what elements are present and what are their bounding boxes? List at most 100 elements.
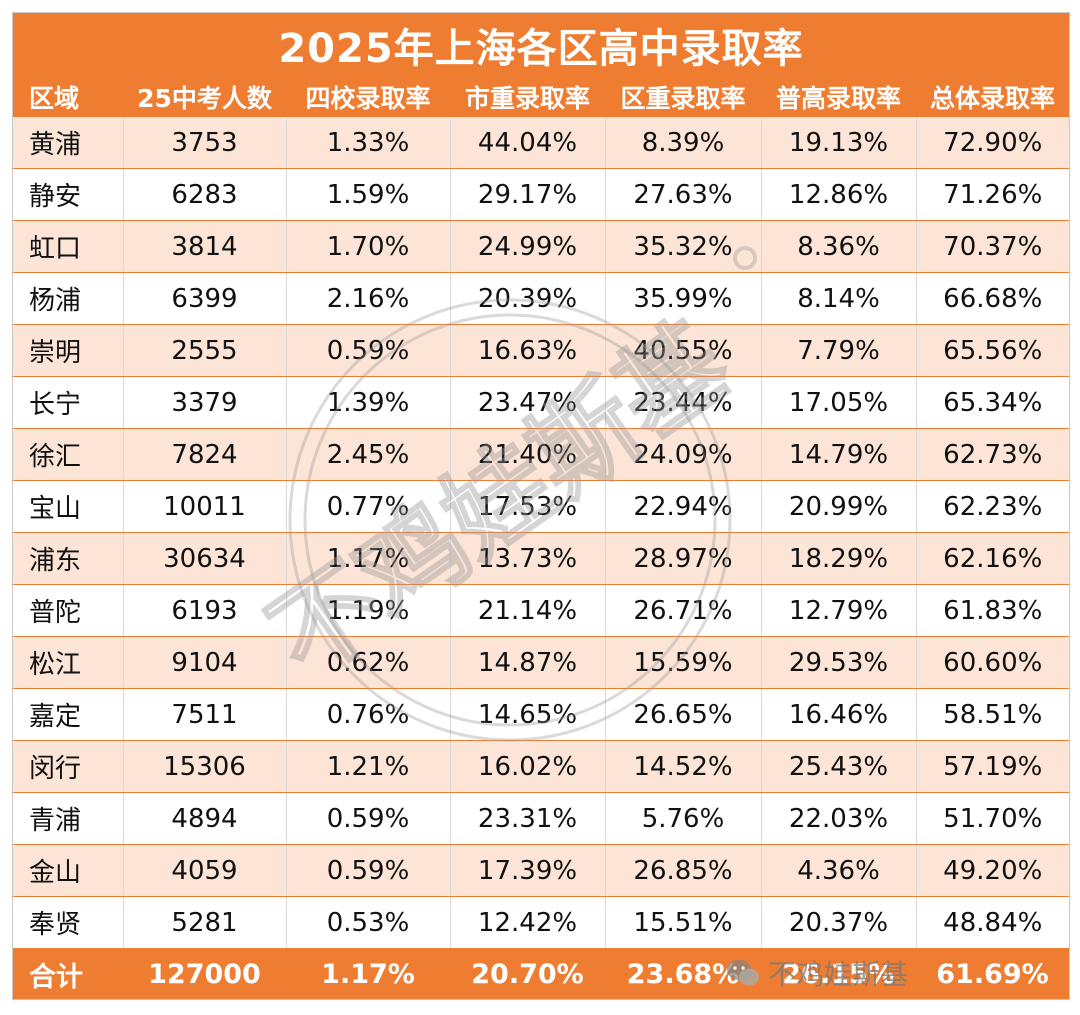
table-body: 黄浦 3753 1.33% 44.04% 8.39% 19.13% 72.90% 静安 6283… xyxy=(13,117,1069,949)
table-title: 2025年上海各区高中录取率 xyxy=(13,13,1069,77)
table-row: 虹口 3814 1.70% 24.99% 35.32% 8.36% 70.37% xyxy=(13,220,1069,273)
total-cell: 1.17% xyxy=(286,948,450,999)
table-row: 徐汇 7824 2.45% 21.40% 24.09% 14.79% 62.73% xyxy=(13,428,1069,481)
table-cell: 72.90% xyxy=(916,117,1069,169)
table-cell: 8.14% xyxy=(761,272,917,325)
table-cell: 14.52% xyxy=(605,740,762,793)
table-cell: 14.79% xyxy=(761,428,917,481)
table-cell: 3753 xyxy=(123,117,287,169)
table-cell: 62.16% xyxy=(916,532,1069,585)
table-cell: 1.39% xyxy=(286,376,451,429)
total-cell: 127000 xyxy=(123,948,286,999)
column-header-four-schools-rate: 四校录取率 xyxy=(286,77,450,117)
table-row: 静安 6283 1.59% 29.17% 27.63% 12.86% 71.26% xyxy=(13,168,1069,221)
district-name-cell: 静安 xyxy=(13,168,124,221)
table-cell: 35.99% xyxy=(605,272,762,325)
district-name-cell: 松江 xyxy=(13,636,124,689)
table-row: 金山 4059 0.59% 17.39% 26.85% 4.36% 49.20% xyxy=(13,844,1069,897)
table-cell: 20.37% xyxy=(761,896,917,949)
table-cell: 58.51% xyxy=(916,688,1069,741)
table-cell: 10011 xyxy=(123,480,287,533)
table-cell: 0.76% xyxy=(286,688,451,741)
table-cell: 70.37% xyxy=(916,220,1069,273)
table-cell: 61.83% xyxy=(916,584,1069,637)
table-cell: 4894 xyxy=(123,792,287,845)
table-cell: 12.79% xyxy=(761,584,917,637)
table-cell: 2555 xyxy=(123,324,287,377)
table-cell: 1.33% xyxy=(286,117,451,169)
table-cell: 24.09% xyxy=(605,428,762,481)
table-cell: 20.99% xyxy=(761,480,917,533)
table-row: 奉贤 5281 0.53% 12.42% 15.51% 20.37% 48.84% xyxy=(13,896,1069,949)
table-row: 长宁 3379 1.39% 23.47% 23.44% 17.05% 65.34% xyxy=(13,376,1069,429)
table-row: 杨浦 6399 2.16% 20.39% 35.99% 8.14% 66.68% xyxy=(13,272,1069,325)
table-cell: 15.51% xyxy=(605,896,762,949)
district-name-cell: 奉贤 xyxy=(13,896,124,949)
table-cell: 5281 xyxy=(123,896,287,949)
table-row: 黄浦 3753 1.33% 44.04% 8.39% 19.13% 72.90% xyxy=(13,117,1069,169)
table-row: 松江 9104 0.62% 14.87% 15.59% 29.53% 60.60% xyxy=(13,636,1069,689)
table-row: 宝山 10011 0.77% 17.53% 22.94% 20.99% 62.23% xyxy=(13,480,1069,533)
district-name-cell: 长宁 xyxy=(13,376,124,429)
table-cell: 30634 xyxy=(123,532,287,585)
district-name-cell: 青浦 xyxy=(13,792,124,845)
district-name-cell: 嘉定 xyxy=(13,688,124,741)
table-cell: 16.02% xyxy=(450,740,606,793)
table-cell: 12.86% xyxy=(761,168,917,221)
total-cell: 23.68% xyxy=(605,948,761,999)
district-name-cell: 杨浦 xyxy=(13,272,124,325)
table-row: 青浦 4894 0.59% 23.31% 5.76% 22.03% 51.70% xyxy=(13,792,1069,845)
table-row: 普陀 6193 1.19% 21.14% 26.71% 12.79% 61.83% xyxy=(13,584,1069,637)
table-cell: 19.13% xyxy=(761,117,917,169)
table-row: 闵行 15306 1.21% 16.02% 14.52% 25.43% 57.19% xyxy=(13,740,1069,793)
district-name-cell: 浦东 xyxy=(13,532,124,585)
table-cell: 0.53% xyxy=(286,896,451,949)
district-name-cell: 崇明 xyxy=(13,324,124,377)
table-cell: 23.44% xyxy=(605,376,762,429)
table-cell: 0.59% xyxy=(286,324,451,377)
table-cell: 0.59% xyxy=(286,792,451,845)
district-name-cell: 徐汇 xyxy=(13,428,124,481)
table-cell: 17.39% xyxy=(450,844,606,897)
table-cell: 6399 xyxy=(123,272,287,325)
table-cell: 17.05% xyxy=(761,376,917,429)
table-cell: 4059 xyxy=(123,844,287,897)
header-row: 区域 25中考人数 四校录取率 市重录取率 区重录取率 普高录取率 总体录取率 xyxy=(13,77,1069,117)
table-cell: 7.79% xyxy=(761,324,917,377)
table-cell: 8.36% xyxy=(761,220,917,273)
table-cell: 29.17% xyxy=(450,168,606,221)
table-cell: 26.65% xyxy=(605,688,762,741)
column-header-regular-high-rate: 普高录取率 xyxy=(761,77,916,117)
table-cell: 57.19% xyxy=(916,740,1069,793)
table-cell: 9104 xyxy=(123,636,287,689)
table-cell: 1.70% xyxy=(286,220,451,273)
admission-rate-table-sheet: 2025年上海各区高中录取率 区域 25中考人数 四校录取率 市重录取率 区重录… xyxy=(12,12,1070,1000)
column-header-city-key-rate: 市重录取率 xyxy=(450,77,605,117)
table-cell: 26.85% xyxy=(605,844,762,897)
table-cell: 4.36% xyxy=(761,844,917,897)
total-cell: 20.70% xyxy=(450,948,605,999)
table-cell: 51.70% xyxy=(916,792,1069,845)
table-cell: 1.17% xyxy=(286,532,451,585)
table-cell: 28.97% xyxy=(605,532,762,585)
table-cell: 16.46% xyxy=(761,688,917,741)
table-cell: 1.59% xyxy=(286,168,451,221)
district-name-cell: 闵行 xyxy=(13,740,124,793)
table-cell: 14.87% xyxy=(450,636,606,689)
table-cell: 15.59% xyxy=(605,636,762,689)
table-cell: 7511 xyxy=(123,688,287,741)
column-header-district-key-rate: 区重录取率 xyxy=(605,77,761,117)
table-cell: 14.65% xyxy=(450,688,606,741)
table-cell: 3814 xyxy=(123,220,287,273)
table-cell: 3379 xyxy=(123,376,287,429)
table-cell: 13.73% xyxy=(450,532,606,585)
table-row: 崇明 2555 0.59% 16.63% 40.55% 7.79% 65.56% xyxy=(13,324,1069,377)
table-cell: 65.56% xyxy=(916,324,1069,377)
total-row: 合计 127000 1.17% 20.70% 23.68% 26.15% 61.… xyxy=(13,948,1069,999)
district-name-cell: 黄浦 xyxy=(13,117,124,169)
table-cell: 15306 xyxy=(123,740,287,793)
table-cell: 65.34% xyxy=(916,376,1069,429)
table-cell: 0.77% xyxy=(286,480,451,533)
table-cell: 8.39% xyxy=(605,117,762,169)
table-cell: 25.43% xyxy=(761,740,917,793)
